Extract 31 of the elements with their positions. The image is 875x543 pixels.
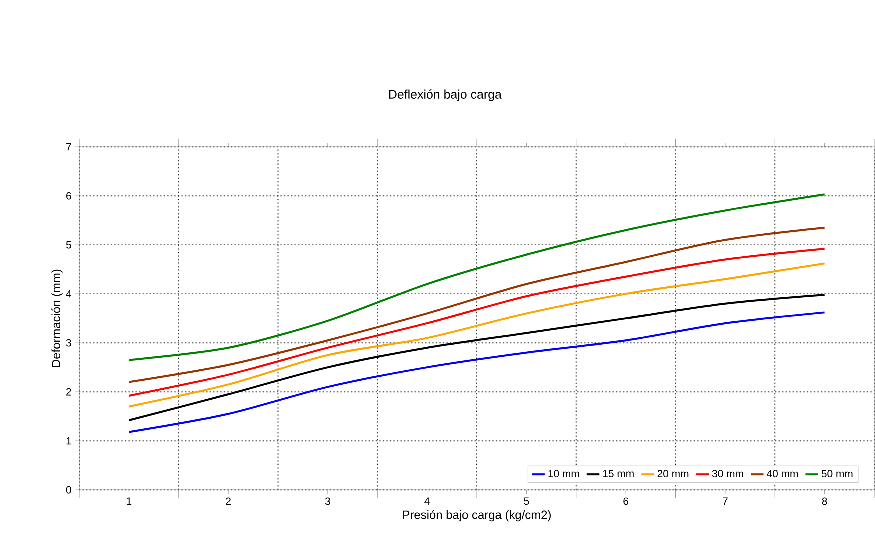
x-tick-label: 8 [822, 498, 828, 506]
legend-label: 10 mm [548, 470, 580, 478]
line-series [128, 194, 826, 362]
x-tick-label: 5 [524, 498, 530, 506]
line-series [128, 294, 826, 422]
y-tick-label: 0 [66, 486, 72, 494]
y-tick-label: 3 [66, 339, 72, 347]
x-tick-label: 4 [424, 498, 430, 505]
x-tick-label: 7 [723, 498, 728, 505]
legend-label: 20 mm [658, 470, 689, 478]
legend-label: 15 mm [603, 470, 634, 478]
x-tick-label: 1 [127, 498, 132, 505]
x-tick-label: 2 [226, 498, 231, 506]
y-tick-label: 6 [66, 192, 72, 200]
y-tick-label: 5 [66, 241, 72, 249]
y-tick-label: 7 [66, 143, 72, 151]
line-series [128, 226, 826, 384]
y-tick-label: 4 [66, 290, 72, 298]
x-tick-label: 6 [624, 498, 629, 506]
legend-label: 50 mm [822, 470, 853, 478]
y-axis-title: Deformación (mm) [52, 270, 63, 368]
legend-label: 30 mm [712, 470, 744, 478]
legend-label: 40 mm [766, 470, 798, 478]
y-tick-label: 1 [66, 437, 72, 445]
line-series [128, 312, 826, 434]
line-series [128, 248, 826, 397]
chart-title: Deflexión bajo carga [389, 90, 502, 102]
line-series [128, 262, 826, 408]
y-tick-label: 2 [66, 388, 72, 396]
x-axis-title: Presión bajo carga (kg/cm2) [403, 510, 551, 522]
x-tick-label: 3 [325, 498, 330, 506]
